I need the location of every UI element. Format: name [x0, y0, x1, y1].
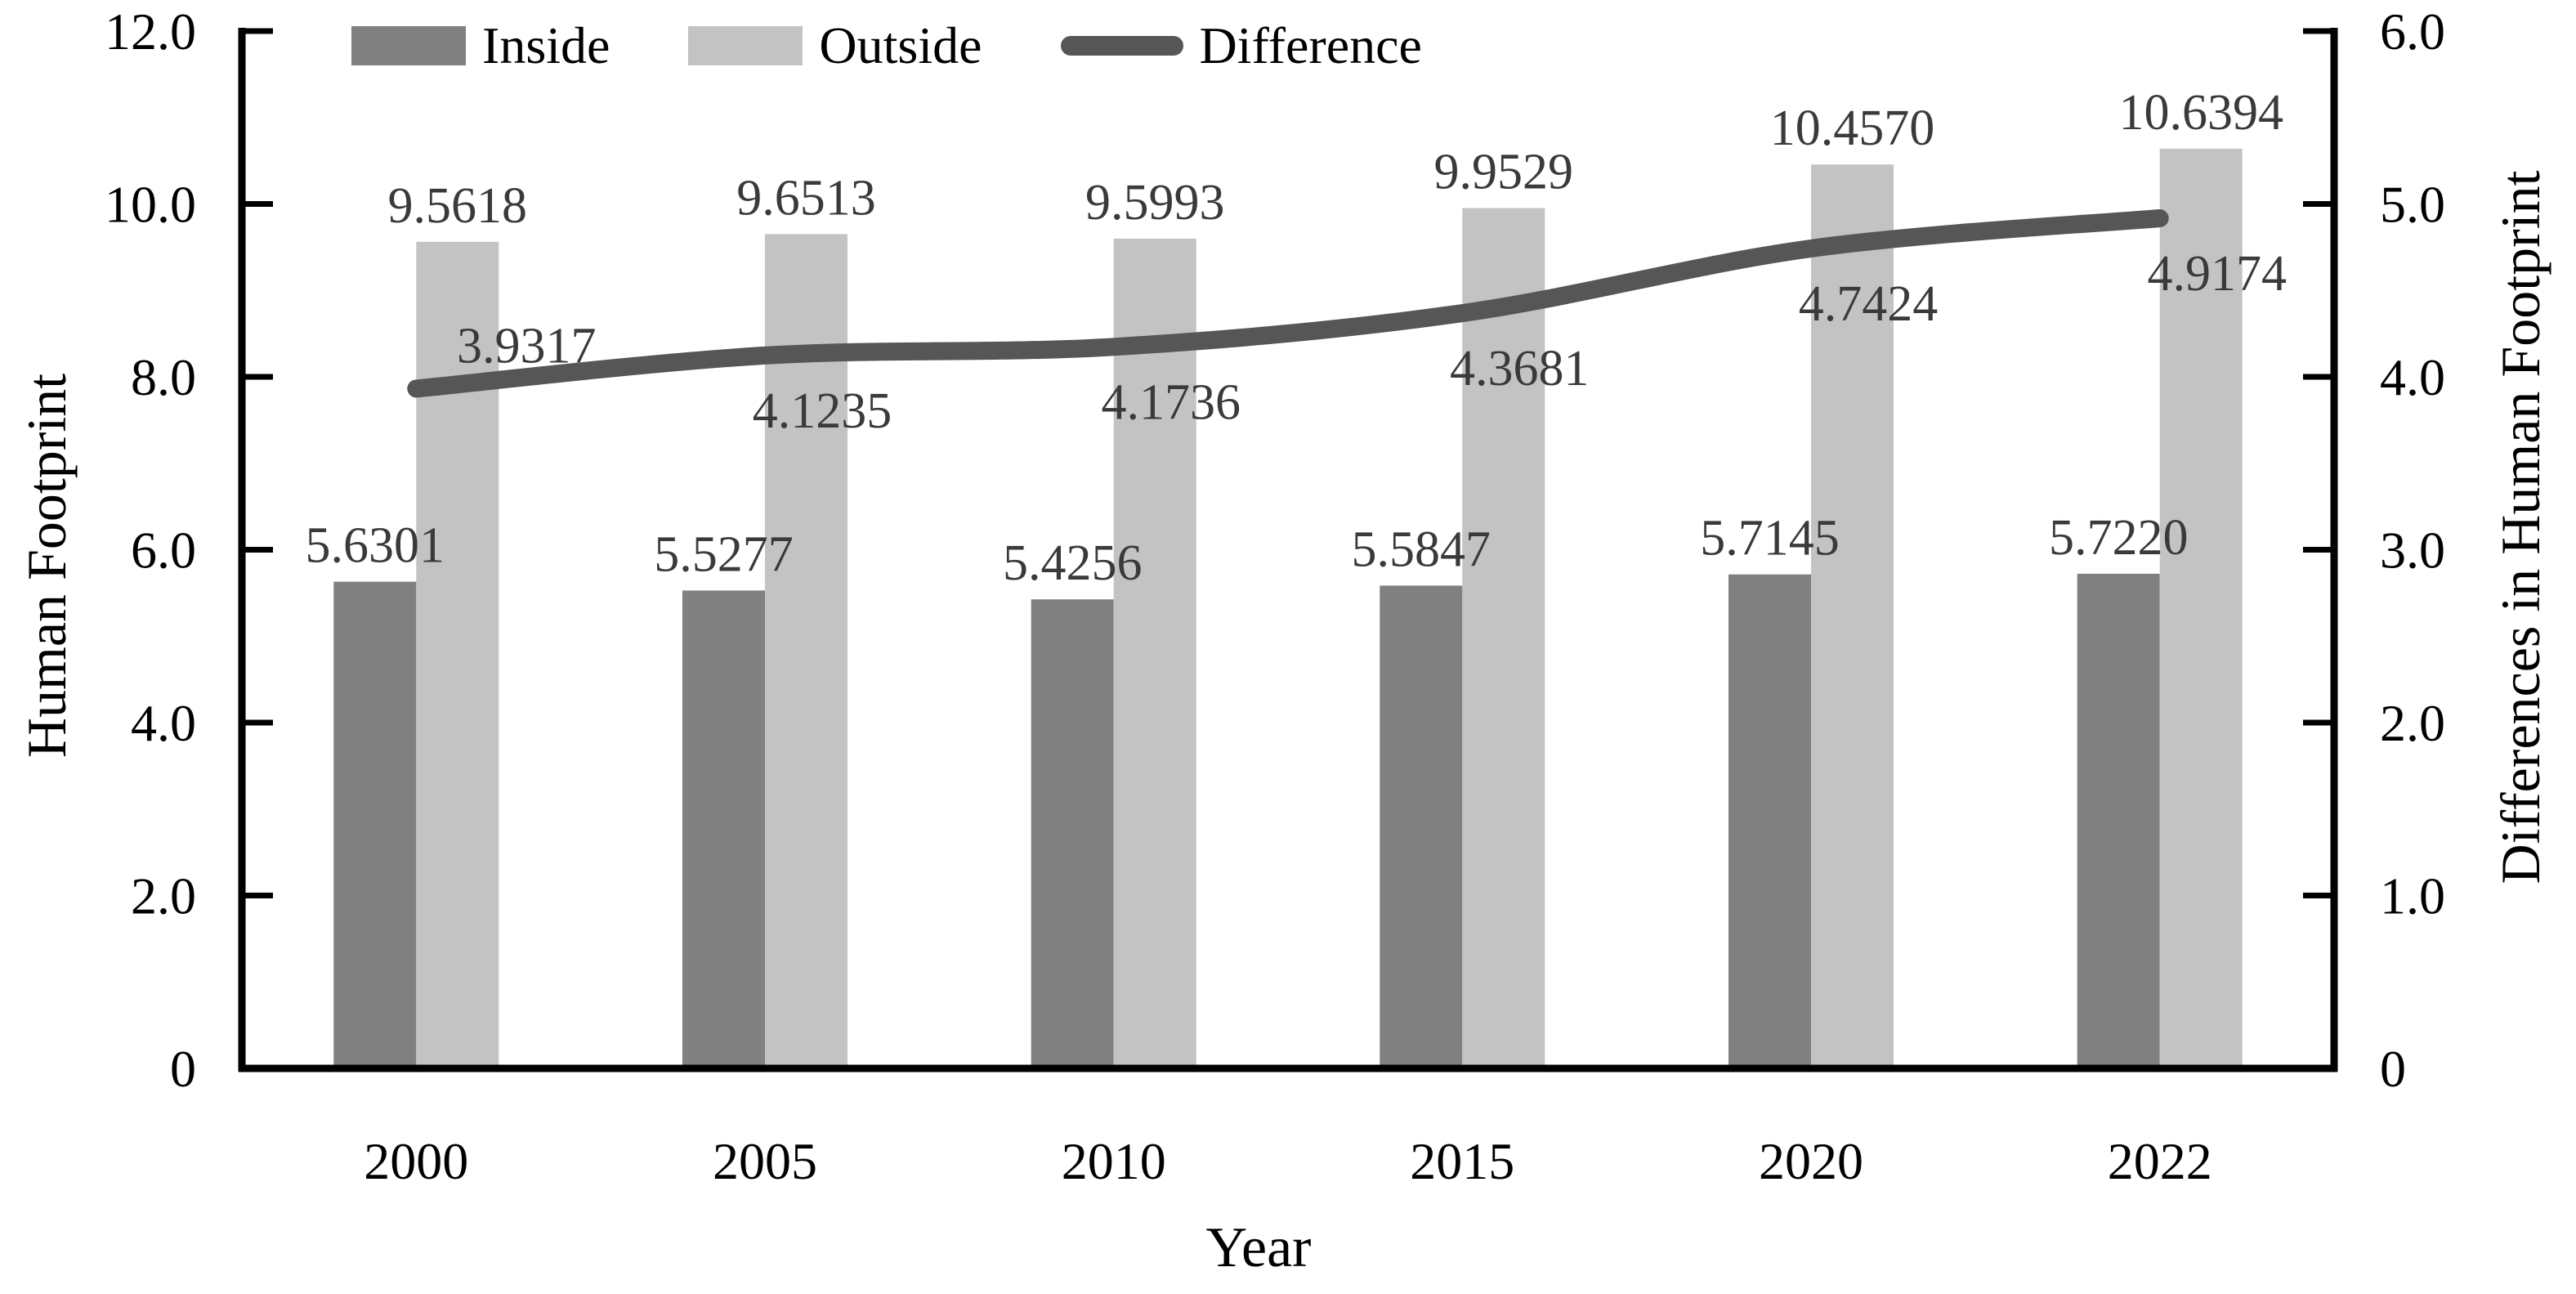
inside-value-label-2015: 5.5847 — [1352, 522, 1491, 577]
bar-outside-2005 — [765, 234, 847, 1068]
legend-swatch-inside-icon — [351, 26, 466, 65]
x-tick-label-2015: 2015 — [1410, 1132, 1514, 1190]
bar-inside-2005 — [682, 590, 765, 1068]
bar-outside-2010 — [1113, 238, 1196, 1068]
x-tick-label-2005: 2005 — [713, 1132, 817, 1190]
legend-item-outside: Outside — [688, 20, 982, 72]
legend-line-marker-icon — [1060, 36, 1183, 56]
right-tick-label-3.0: 3.0 — [2380, 522, 2445, 580]
legend-label-inside: Inside — [482, 16, 610, 74]
bar-inside-2015 — [1380, 585, 1463, 1068]
outside-value-label-2020: 10.4570 — [1770, 101, 1935, 156]
difference-value-label-2020: 4.7424 — [1799, 276, 1939, 332]
legend: Inside Outside Difference — [351, 18, 1422, 74]
left-tick-label-6.0: 6.0 — [131, 522, 196, 580]
legend-item-inside: Inside — [351, 20, 610, 72]
outside-value-label-2015: 9.9529 — [1434, 145, 1574, 200]
difference-value-label-2015: 4.3681 — [1450, 341, 1590, 396]
difference-line — [407, 209, 2169, 398]
right-tick-label-6.0: 6.0 — [2380, 2, 2445, 60]
left-tick-label-0: 0 — [170, 1040, 196, 1098]
x-axis-title: Year — [1205, 1216, 1312, 1279]
left-tick-label-12.0: 12.0 — [105, 2, 196, 60]
legend-label-difference: Difference — [1199, 16, 1422, 74]
difference-value-label-2000: 3.9317 — [457, 318, 597, 374]
x-tick-label-2000: 2000 — [364, 1132, 468, 1190]
outside-value-label-2022: 10.6394 — [2118, 85, 2283, 141]
bar-inside-2022 — [2077, 573, 2160, 1068]
left-tick-label-2.0: 2.0 — [131, 867, 196, 925]
x-tick-label-2020: 2020 — [1759, 1132, 1863, 1190]
inside-value-label-2000: 5.6301 — [306, 518, 445, 574]
inside-value-label-2020: 5.7145 — [1700, 511, 1840, 566]
inside-value-label-2010: 5.4256 — [1003, 535, 1143, 591]
outside-value-label-2005: 9.6513 — [736, 170, 876, 226]
inside-value-label-2005: 5.5277 — [654, 526, 794, 582]
bar-outside-2022 — [2159, 148, 2243, 1068]
outside-value-label-2000: 9.5618 — [388, 178, 528, 234]
right-tick-label-4.0: 4.0 — [2380, 348, 2445, 406]
bar-outside-2015 — [1462, 208, 1545, 1068]
right-tick-label-0: 0 — [2380, 1040, 2406, 1098]
x-tick-label-2022: 2022 — [2108, 1132, 2212, 1190]
left-tick-label-4.0: 4.0 — [131, 694, 196, 752]
bar-inside-2010 — [1031, 599, 1114, 1068]
bar-inside-2000 — [333, 581, 417, 1068]
right-tick-label-1.0: 1.0 — [2380, 867, 2445, 925]
difference-value-label-2010: 4.1736 — [1101, 374, 1241, 430]
right-tick-label-5.0: 5.0 — [2380, 176, 2445, 234]
x-tick-label-2010: 2010 — [1062, 1132, 1166, 1190]
difference-value-label-2022: 4.9174 — [2147, 246, 2287, 302]
outside-value-label-2010: 9.5993 — [1085, 175, 1225, 231]
bar-outside-2020 — [1811, 164, 1894, 1069]
legend-item-difference: Difference — [1060, 16, 1422, 74]
legend-label-outside: Outside — [819, 16, 982, 74]
legend-swatch-outside-icon — [688, 26, 803, 65]
left-tick-label-8.0: 8.0 — [131, 348, 196, 406]
bar-inside-2020 — [1729, 574, 1811, 1068]
left-tick-label-10.0: 10.0 — [105, 176, 196, 234]
inside-value-label-2022: 5.7220 — [2049, 510, 2189, 566]
right-tick-label-2.0: 2.0 — [2380, 694, 2445, 752]
difference-value-label-2005: 4.1235 — [753, 383, 892, 439]
